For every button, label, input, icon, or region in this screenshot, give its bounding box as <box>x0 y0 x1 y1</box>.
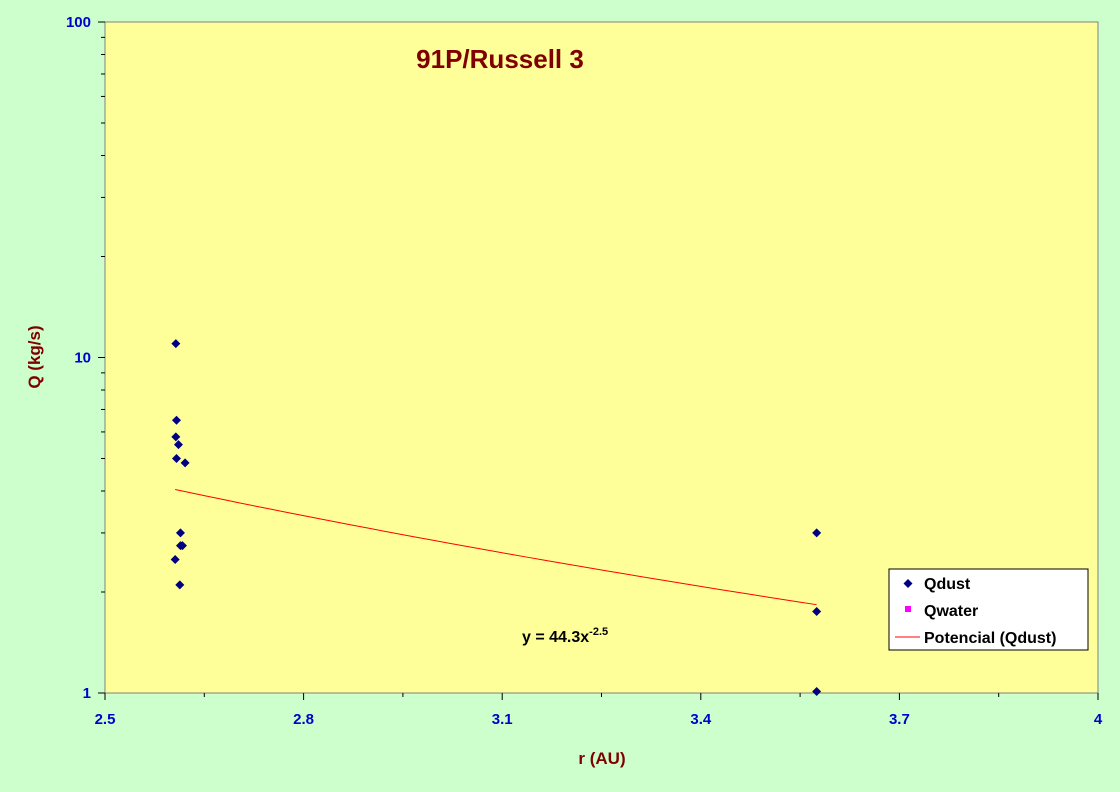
y-tick-label: 100 <box>66 14 91 31</box>
trend-layer <box>175 489 817 606</box>
x-tick-label: 4 <box>1094 711 1103 728</box>
data-point-qdust <box>170 554 180 564</box>
legend-marker-qwater <box>905 606 911 612</box>
x-tick-label: 2.8 <box>293 711 314 728</box>
x-tick-label: 3.1 <box>492 711 513 728</box>
x-tick-label: 3.7 <box>889 711 910 728</box>
data-point-qdust <box>812 606 822 616</box>
y-tick-label: 10 <box>74 350 91 367</box>
data-point-qdust <box>171 339 181 349</box>
data-point-qdust <box>171 415 181 425</box>
data-point-qdust <box>177 541 187 551</box>
trend-equation-exponent: -2.5 <box>589 626 608 638</box>
data-point-qdust <box>175 580 185 590</box>
y-tick-label: 1 <box>83 685 91 702</box>
data-point-qdust <box>173 440 183 450</box>
data-point-qdust <box>171 432 181 442</box>
data-point-qdust <box>175 528 185 538</box>
points-layer <box>170 339 822 697</box>
data-point-qdust <box>171 453 181 463</box>
data-point-qdust <box>180 458 190 468</box>
y-axis-title: Q (kg/s) <box>25 325 44 388</box>
data-point-qdust <box>812 687 822 697</box>
trendline-potencial-qdust <box>175 489 817 606</box>
legend-label-potencial: Potencial (Qdust) <box>924 630 1056 647</box>
legend-marker-qdust <box>903 579 913 588</box>
legend: Qdust Qwater Potencial (Qdust) <box>888 568 1089 651</box>
chart-title: 91P/Russell 3 <box>416 44 584 74</box>
x-tick-label: 3.4 <box>690 711 712 728</box>
trend-equation-base: y = 44.3x <box>522 629 589 646</box>
axes-layer: 2.5 2.8 3.1 3.4 3.7 4 1 10 100 <box>66 14 1103 728</box>
x-tick-label: 2.5 <box>95 711 116 728</box>
legend-label-qwater: Qwater <box>924 603 978 620</box>
legend-box <box>888 568 1089 651</box>
legend-label-qdust: Qdust <box>924 576 971 593</box>
x-axis-title: r (AU) <box>578 749 625 768</box>
data-point-qdust <box>812 528 822 538</box>
trend-equation-label: y = 44.3x-2.5 <box>522 626 608 646</box>
